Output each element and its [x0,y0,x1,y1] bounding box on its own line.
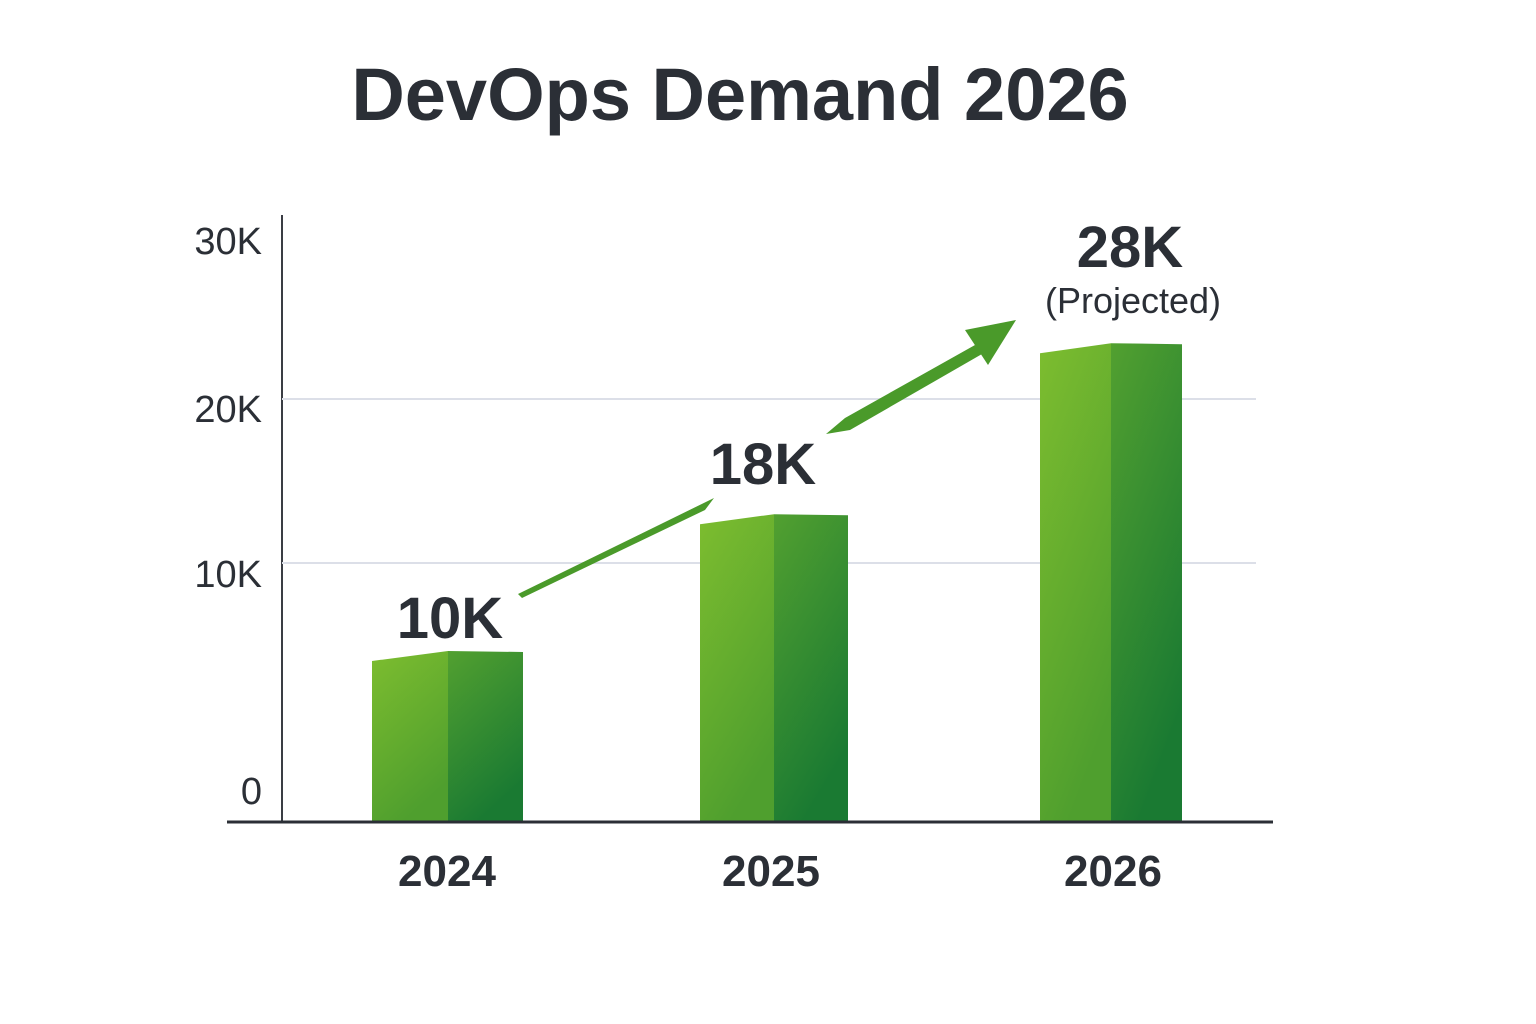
bar-front-face [372,651,448,822]
bar-2025 [700,514,848,822]
bar-front-face [700,514,774,822]
bar-front-face [1040,343,1111,822]
projected-annotation: (Projected) [1045,280,1221,321]
y-tick-label: 30K [194,221,262,263]
data-label: 10K [397,586,504,651]
x-tick-label: 2026 [1064,847,1162,896]
y-tick-label: 0 [241,771,262,813]
bar-side-face [774,514,848,822]
bar-side-face [1111,343,1182,822]
bar-2024 [372,651,523,822]
trend-arrow [518,320,1016,598]
chart-title: DevOps Demand 2026 [351,53,1128,136]
y-tick-label: 10K [194,554,262,596]
x-tick-label: 2024 [398,847,496,896]
trend-arrow-segment [826,345,982,434]
trend-arrow-segment [518,498,714,598]
x-tick-label: 2025 [722,847,820,896]
bar-side-face [448,651,523,822]
data-label: 28K [1077,215,1184,280]
data-label: 18K [710,432,817,497]
y-tick-label: 20K [194,389,262,431]
bar-2026 [1040,343,1182,822]
arrowhead-icon [965,320,1016,365]
